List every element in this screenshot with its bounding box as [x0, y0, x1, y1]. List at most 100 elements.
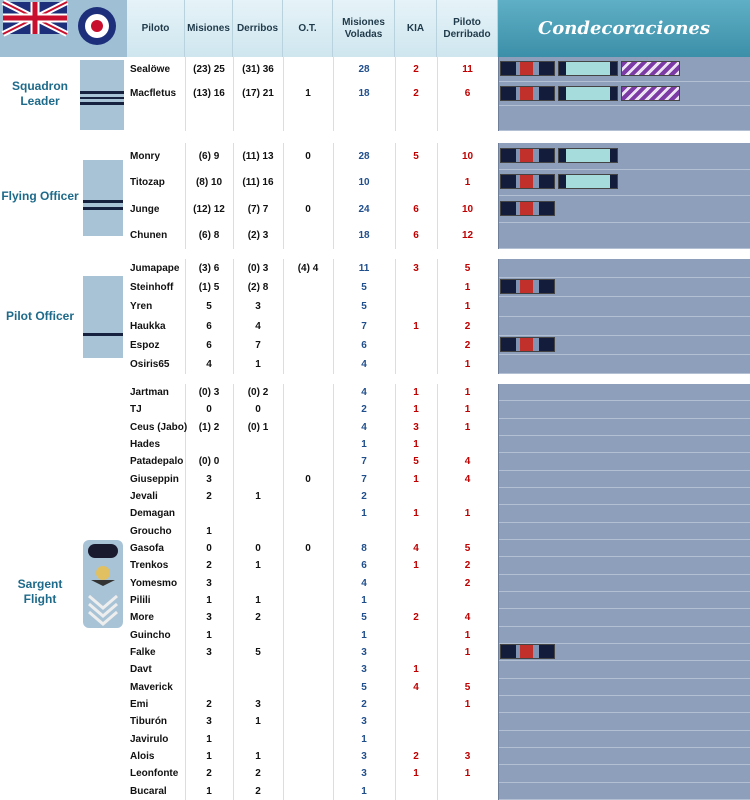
- stat-cell: 1: [464, 282, 471, 294]
- stat-cell: 2: [255, 768, 261, 780]
- stat-cell: 2: [464, 339, 471, 351]
- stat-cell: 1: [464, 421, 471, 433]
- ribbon: [500, 279, 555, 295]
- stat-cell: 1: [464, 301, 471, 313]
- pilot-name: Monry: [130, 150, 160, 162]
- column-divider: [437, 143, 438, 249]
- stat-cell: 5: [464, 543, 471, 555]
- stat-cell: (11) 13: [242, 150, 274, 162]
- stat-cell: 1: [361, 439, 367, 451]
- stat-cell: 1: [361, 733, 367, 745]
- decorations-row-line: [499, 80, 750, 82]
- ribbon: [621, 60, 680, 76]
- column-divider: [283, 143, 284, 249]
- stat-cell: 2: [255, 785, 261, 797]
- column-header: Misiones Voladas: [333, 0, 395, 57]
- stat-cell: 3: [361, 768, 367, 780]
- column-header: Piloto: [127, 0, 185, 57]
- stat-cell: 1: [464, 404, 471, 416]
- ribbon: [500, 147, 555, 163]
- stat-cell: 6: [206, 320, 212, 332]
- stat-cell: 2: [413, 88, 419, 100]
- stat-cell: 4: [464, 612, 471, 624]
- pilot-name: Emi: [130, 699, 149, 711]
- stat-cell: 18: [358, 88, 370, 100]
- stat-cell: (6) 9: [198, 150, 220, 162]
- stat-cell: 0: [255, 404, 261, 416]
- stat-cell: 1: [464, 387, 471, 399]
- stat-cell: 2: [413, 751, 419, 763]
- decorations-header: Condecoraciones: [498, 0, 750, 57]
- pilot-name: Maverick: [130, 681, 173, 693]
- pilot-name: Osiris65: [130, 358, 170, 370]
- ribbon: [500, 644, 555, 660]
- pilot-name: Sealöwe: [130, 63, 171, 75]
- decorations-row-line: [499, 452, 750, 454]
- pilot-name: Alois: [130, 751, 155, 763]
- flag-art: [1, 0, 116, 45]
- decorations-row-line: [499, 608, 750, 610]
- decorations-row-line: [499, 248, 750, 249]
- stat-cell: (8) 10: [195, 177, 223, 189]
- stat-cell: 1: [464, 699, 471, 711]
- stat-cell: 8: [361, 543, 367, 555]
- stat-cell: 28: [358, 150, 370, 162]
- decorations-row-line: [499, 660, 750, 662]
- stat-cell: 2: [413, 612, 419, 624]
- stat-cell: 5: [206, 301, 212, 313]
- ribbon: [558, 60, 618, 76]
- stat-cell: (12) 12: [193, 203, 225, 215]
- stat-cell: (17) 21: [242, 88, 274, 100]
- stat-cell: 7: [255, 339, 261, 351]
- column-divider: [437, 259, 438, 374]
- ribbon: [500, 60, 555, 76]
- decorations-row-line: [499, 521, 750, 523]
- column-divider: [283, 259, 284, 374]
- stat-cell: (0) 3: [198, 387, 220, 399]
- rank-label: Pilot Officer: [5, 309, 74, 323]
- stat-cell: 3: [206, 647, 212, 659]
- pilot-name: Haukka: [130, 320, 166, 332]
- pilot-name: Pilili: [130, 595, 151, 607]
- stat-cell: 3: [206, 473, 212, 485]
- stat-cell: 1: [464, 358, 471, 370]
- stat-cell: 3: [255, 699, 261, 711]
- decorations-row-line: [499, 315, 750, 317]
- stat-cell: 1: [255, 595, 261, 607]
- column-divider: [233, 259, 234, 374]
- decorations-row-line: [499, 296, 750, 298]
- pilot-name: Demagan: [130, 508, 176, 520]
- stat-cell: (6) 8: [198, 230, 220, 242]
- stat-cell: 2: [464, 577, 471, 589]
- decorations-row-line: [499, 105, 750, 107]
- stat-cell: 18: [358, 230, 370, 242]
- pilot-name: TJ: [130, 404, 142, 416]
- decorations-area: [498, 384, 750, 800]
- stat-cell: 1: [413, 439, 419, 451]
- pilot-name: Tiburón: [130, 716, 168, 728]
- stat-cell: 4: [464, 456, 471, 468]
- decorations-row-line: [499, 130, 750, 131]
- stat-cell: 1: [413, 664, 419, 676]
- decorations-row-line: [499, 435, 750, 436]
- stat-cell: 1: [464, 647, 471, 659]
- stat-cell: 10: [461, 203, 474, 215]
- decorations-row-line: [499, 729, 750, 731]
- pilot-name: Bucaral: [130, 785, 167, 797]
- column-divider: [333, 259, 334, 374]
- stat-cell: (0) 2: [247, 387, 269, 399]
- stat-cell: 1: [206, 525, 212, 537]
- stat-cell: (0) 1: [247, 421, 269, 433]
- column-divider: [333, 384, 334, 800]
- stat-cell: 7: [361, 320, 367, 332]
- stat-cell: 6: [361, 560, 367, 572]
- decorations-row-line: [499, 168, 750, 170]
- ribbon: [558, 85, 618, 101]
- stat-cell: 1: [464, 768, 471, 780]
- stat-cell: 0: [255, 543, 261, 555]
- pilot-name: Davt: [130, 664, 152, 676]
- stat-cell: 24: [358, 203, 370, 215]
- stat-cell: (1) 2: [198, 421, 220, 433]
- stat-cell: 0: [206, 404, 212, 416]
- column-divider: [437, 384, 438, 800]
